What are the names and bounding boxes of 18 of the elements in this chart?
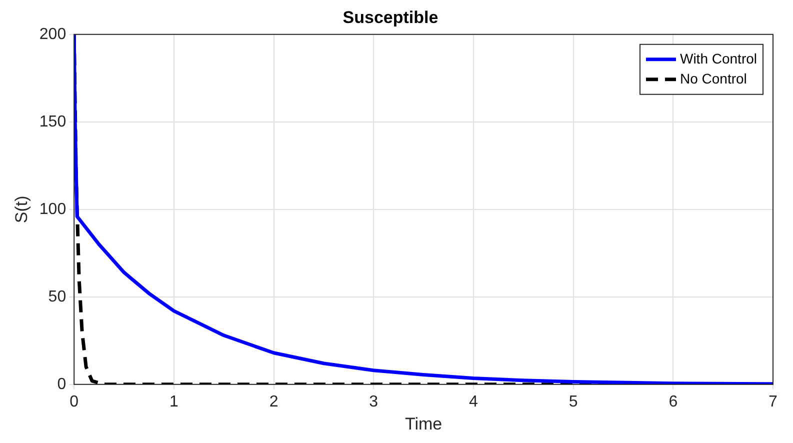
y-tick-label: 50: [48, 288, 66, 306]
x-tick-label: 5: [568, 393, 578, 410]
x-tick-label: 1: [169, 393, 178, 410]
x-tick-label: 6: [668, 393, 678, 410]
x-axis-title: Time: [404, 414, 442, 434]
y-axis-title: S(t): [12, 196, 31, 224]
x-tick-label: 3: [369, 393, 378, 410]
x-tick-label: 0: [70, 393, 79, 410]
y-tick-label: 0: [57, 376, 66, 393]
y-tick-label: 150: [39, 113, 66, 130]
legend-label: With Control: [680, 50, 758, 66]
legend-label: No Control: [680, 70, 747, 86]
x-tick-label: 4: [469, 393, 478, 410]
x-tick-label: 2: [269, 393, 278, 410]
chart-title: Susceptible: [342, 8, 438, 27]
y-tick-label: 100: [39, 200, 66, 218]
y-tick-label: 200: [39, 26, 66, 43]
x-tick-label: 7: [768, 393, 778, 410]
